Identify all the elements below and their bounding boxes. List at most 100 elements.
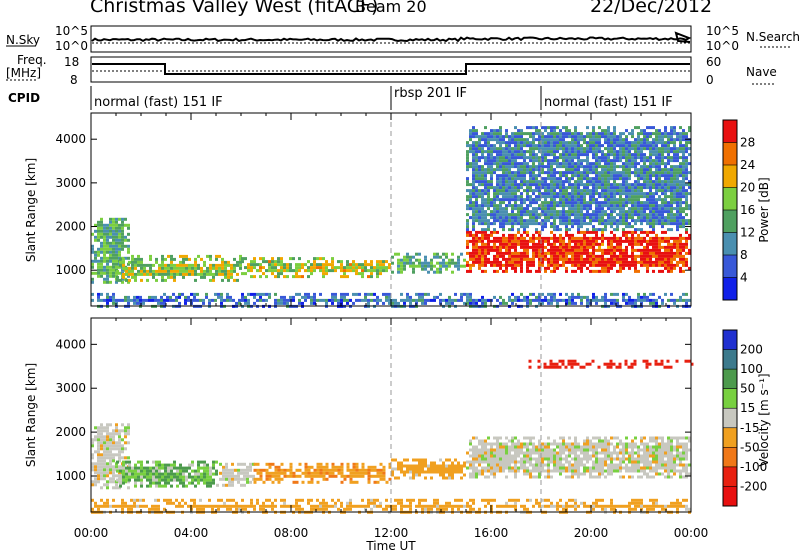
data-cell-p1-r1: [152, 466, 155, 470]
data-cell-p0-r5: [682, 186, 685, 190]
data-cell-p0-r5: [466, 165, 469, 169]
data-cell-p0-r5: [490, 132, 493, 136]
data-cell-p0-r4: [667, 242, 670, 246]
data-cell-p0-r5: [595, 192, 598, 196]
data-cell-p0-r4: [568, 233, 571, 237]
data-cell-p0-r0: [112, 238, 115, 242]
data-cell-p0-r3: [406, 261, 409, 265]
data-cell-p0-r5: [568, 180, 571, 184]
data-cell-p0-r5: [637, 198, 640, 202]
data-cell-p0-r5: [511, 162, 514, 166]
data-cell-p0-r5: [478, 168, 481, 172]
data-cell-p0-r1: [224, 272, 227, 276]
data-cell-p0-r4: [535, 269, 538, 273]
data-cell-p0-r5: [577, 195, 580, 199]
data-cell-p0-r5: [571, 147, 574, 151]
data-cell-p0-r4: [682, 236, 685, 240]
data-cell-p0-r0: [109, 253, 112, 257]
data-cell-p0-r5: [610, 132, 613, 136]
data-cell-p0-r5: [583, 213, 586, 217]
data-cell-p0-r5: [619, 195, 622, 199]
data-cell-p0-r5: [487, 219, 490, 223]
data-cell-p0-r5: [580, 204, 583, 208]
data-cell-p0-r5: [511, 171, 514, 175]
data-cell-p0-r4: [574, 239, 577, 243]
data-cell-p0-r0: [106, 232, 109, 236]
data-cell-p0-r4: [667, 260, 670, 264]
data-cell-p1-r1: [209, 475, 212, 479]
data-cell-p1-r1: [176, 484, 179, 488]
data-cell-p0-r4: [520, 260, 523, 264]
data-cell-p0-r5: [514, 198, 517, 202]
data-cell-p0-r5: [553, 210, 556, 214]
data-cell-p1-r3: [280, 462, 284, 466]
data-cell-p0-r4: [526, 245, 529, 249]
data-cell-p0-r5: [652, 141, 655, 145]
cpid-label: CPID: [8, 91, 40, 105]
data-cell-p0-r5: [658, 147, 661, 151]
data-cell-p0-r1: [149, 266, 152, 270]
data-cell-p0-r1: [137, 257, 140, 261]
data-cell-p0-r5: [484, 174, 487, 178]
data-cell-p0-r5: [514, 138, 517, 142]
data-cell-p1-r1: [149, 475, 152, 479]
data-cell-p0-r4: [625, 257, 628, 261]
data-cell-p0-r5: [673, 177, 676, 181]
data-cell-p0-r5: [481, 138, 484, 142]
data-cell-p1-r1: [200, 472, 203, 476]
data-cell-p0-r2: [376, 260, 379, 264]
data-cell-p0-r1: [149, 269, 152, 273]
data-cell-p0-r5: [478, 183, 481, 187]
data-cell-p0-r5: [514, 150, 517, 154]
data-cell-p0-r5: [466, 198, 469, 202]
data-cell-p0-r5: [580, 225, 583, 229]
data-cell-p0-r5: [667, 213, 670, 217]
data-cell-p0-r5: [541, 132, 544, 136]
data-cell-p0-r5: [640, 141, 643, 145]
data-cell-p0-r5: [670, 207, 673, 211]
data-cell-p0-r5: [598, 204, 601, 208]
data-cell-p0-r5: [487, 165, 490, 169]
data-cell-p0-r5: [658, 189, 661, 193]
data-cell-p0-r0: [103, 259, 106, 263]
data-cell-p0-r5: [622, 162, 625, 166]
data-cell-p0-r5: [604, 198, 607, 202]
data-cell-p0-r5: [664, 204, 667, 208]
data-cell-p0-r1: [185, 254, 188, 258]
data-cell-p0-r6: [220, 292, 223, 296]
data-cell-p0-r6: [457, 298, 460, 302]
data-cell-p0-r5: [478, 144, 481, 148]
data-cell-p0-r5: [559, 204, 562, 208]
data-cell-p0-r6: [535, 298, 538, 302]
data-cell-p0-r4: [646, 242, 649, 246]
data-cell-p0-r2: [349, 266, 352, 270]
data-cell-p0-r6: [199, 298, 202, 302]
data-cell-p0-r5: [679, 132, 682, 136]
data-cell-p0-r3: [397, 261, 400, 265]
data-cell-p0-r5: [625, 174, 628, 178]
data-cell-p0-r5: [556, 135, 559, 139]
data-cell-p0-r5: [517, 132, 520, 136]
data-cell-p0-r5: [586, 165, 589, 169]
data-cell-p1-r1: [203, 463, 206, 467]
data-cell-p0-r4: [616, 236, 619, 240]
data-cell-p0-r5: [550, 216, 553, 220]
data-cell-p0-r4: [529, 269, 532, 273]
data-cell-p0-r5: [676, 138, 679, 142]
data-cell-p0-r2: [385, 266, 388, 270]
data-cell-p1-r1: [167, 478, 170, 482]
data-cell-p0-r4: [520, 251, 523, 255]
data-cell-p1-r1: [125, 472, 128, 476]
data-cell-p0-r1: [143, 269, 146, 273]
data-cell-p0-r4: [670, 266, 673, 270]
data-cell-p0-r2: [271, 272, 274, 276]
data-cell-p0-r4: [538, 266, 541, 270]
data-cell-p0-r6: [448, 301, 451, 305]
data-cell-p0-r4: [685, 230, 688, 234]
data-cell-p0-r5: [634, 195, 637, 199]
data-cell-p0-r3: [451, 261, 454, 265]
data-cell-p1-r0: [109, 456, 112, 460]
data-cell-p0-r5: [508, 144, 511, 148]
data-cell-p0-r1: [221, 257, 224, 261]
data-cell-p0-r5: [571, 174, 574, 178]
